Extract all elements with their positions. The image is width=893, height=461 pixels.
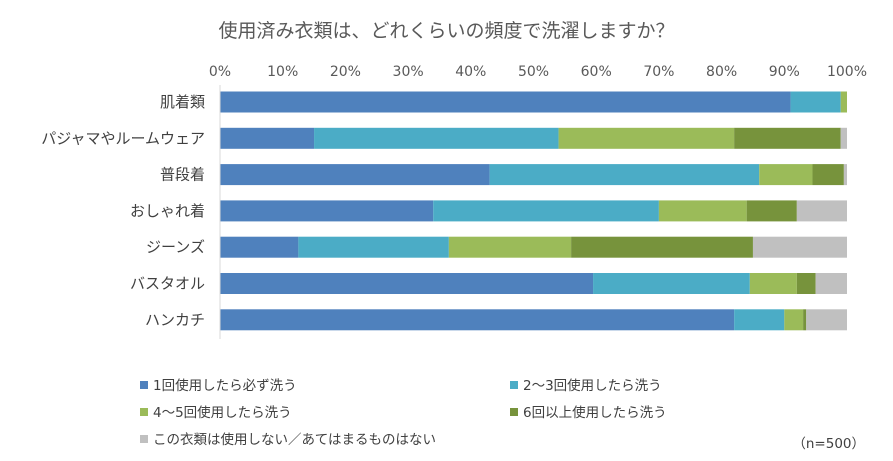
bar-segment-series-2 [734,309,785,331]
x-tick-label: 20% [330,64,361,80]
legend-swatch-5 [140,435,148,443]
x-tick-label: 70% [643,64,674,80]
x-tick-label: 50% [518,64,549,80]
bar-segment-series-3 [784,309,804,331]
bar-segment-series-4 [803,309,807,331]
bar-segment-series-4 [812,164,844,186]
category-label: 普段着 [160,166,205,184]
legend-swatch-1 [140,381,148,389]
bar-segment-series-4 [796,273,816,294]
category-label: ハンカチ [145,311,205,329]
x-tick-label: 30% [393,64,424,80]
bar-segment-series-2 [489,164,760,186]
bar-segment-series-2 [298,236,449,258]
bar-segment-series-2 [790,91,841,113]
category-label: 肌着類 [160,93,205,111]
x-tick-label: 90% [769,64,800,80]
legend-swatch-2 [510,381,518,389]
bar-segment-series-3 [448,236,572,258]
bar-segment-series-1 [220,236,299,258]
category-label: パジャマやルームウェア [41,129,205,147]
bar-segment-series-5 [815,273,847,294]
legend-swatch-3 [140,408,148,416]
bar-segment-series-3 [749,273,797,294]
bar-segment-series-5 [806,309,847,331]
chart-title: 使用済み衣類は、どれくらいの頻度で洗濯しますか？ [218,20,675,42]
x-tick-label: 40% [455,64,486,80]
legend-label-4: 6回以上使用したら洗う [523,405,667,421]
bar-segment-series-4 [571,236,753,258]
legend-item-4: 6回以上使用したら洗う [510,401,667,421]
legend-item-1: 1回使用したら必ず洗う [140,374,297,394]
legend-item-2: 2〜3回使用したら洗う [510,374,662,394]
legend-item-5: この衣類は使用しない／あてはまるものはない [140,428,436,448]
bar-segment-series-4 [734,127,841,149]
bar-segment-series-4 [746,200,797,222]
bar-segment-series-5 [843,164,847,186]
x-tick-label: 60% [581,64,612,80]
x-tick-label: 0% [209,64,231,80]
bar-segment-series-2 [433,200,659,222]
bar-segment-series-1 [220,200,434,222]
bar-segment-series-3 [759,164,813,186]
bar-segment-series-3 [658,200,747,222]
bar-segment-series-2 [593,273,750,294]
legend-swatch-4 [510,408,518,416]
legend-item-3: 4〜5回使用したら洗う [140,401,292,421]
x-tick-label: 80% [706,64,737,80]
x-tick-label: 10% [267,64,298,80]
category-label: ジーンズ [146,238,205,256]
bar-segment-series-5 [840,127,847,149]
bar-segment-series-5 [752,236,847,258]
bar-segment-series-1 [220,127,315,149]
legend-label-2: 2〜3回使用したら洗う [523,378,662,394]
x-axis-ticks: 0% 10% 20% 30% 40% 50% 60% 70% 80% 90% 100% [209,64,867,80]
bar-segment-series-5 [796,200,847,222]
bar-segment-series-1 [220,309,735,331]
bar-segment-series-3 [840,91,847,113]
bar-segment-series-1 [220,164,490,186]
bar-segment-series-2 [314,127,559,149]
legend-label-3: 4〜5回使用したら洗う [153,405,292,421]
legend-label-1: 1回使用したら必ず洗う [153,378,297,394]
bar-segment-series-1 [220,273,594,294]
legend-label-5: この衣類は使用しない／あてはまるものはない [153,432,436,448]
bars [219,85,847,339]
bar-segment-series-1 [220,91,791,113]
bar-segment-series-3 [558,127,735,149]
x-tick-label: 100% [827,64,867,80]
sample-size-note: （n=500） [792,436,865,452]
category-label: おしゃれ着 [130,202,205,220]
category-label: バスタオル [130,275,205,293]
